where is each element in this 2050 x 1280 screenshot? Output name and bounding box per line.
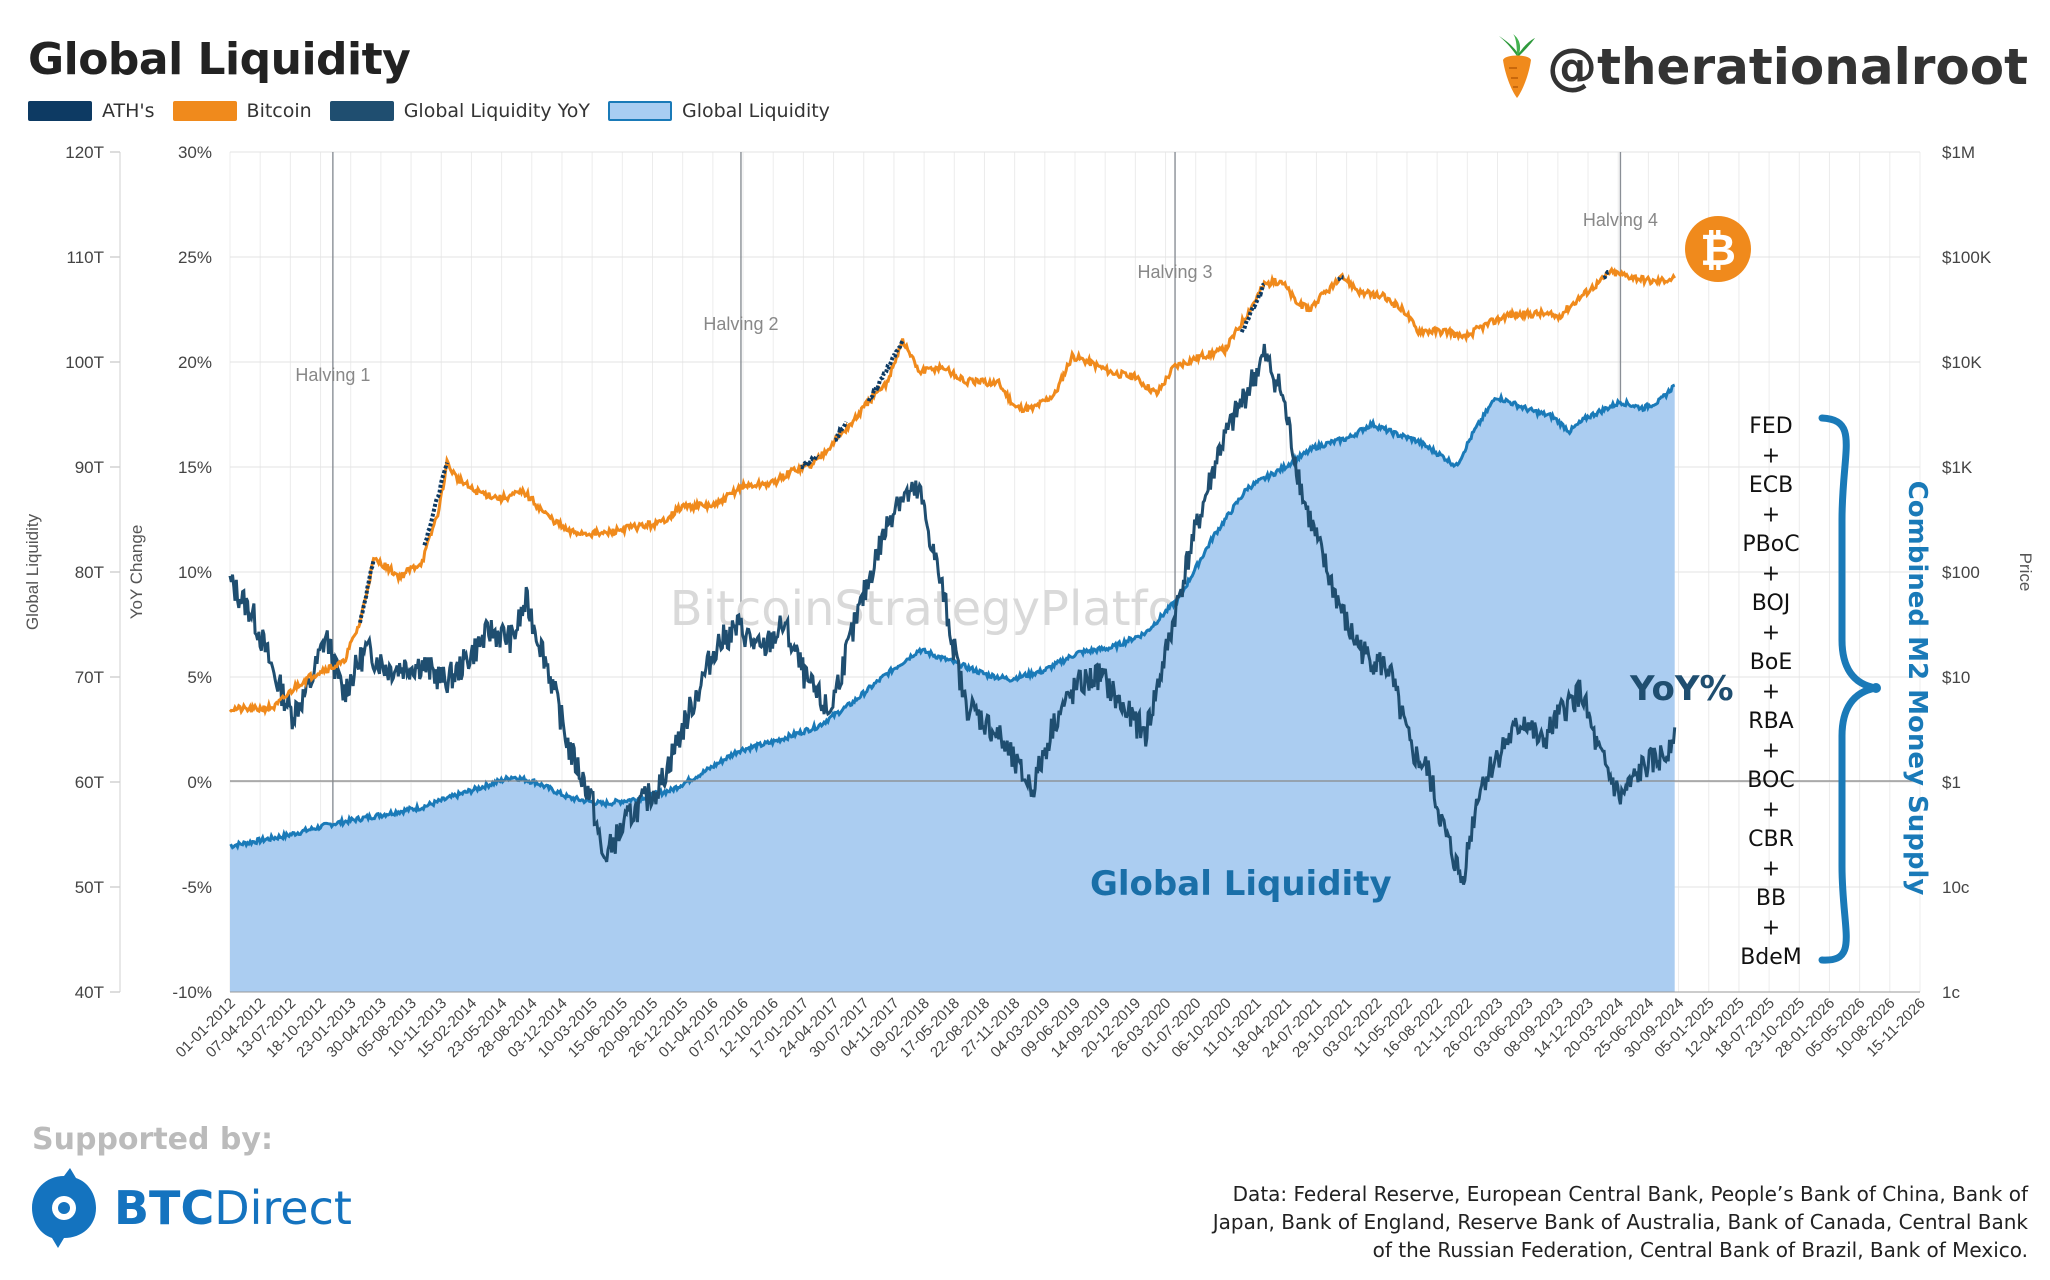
- price-tick-label: $10K: [1942, 353, 1982, 372]
- price-axis-title: Price: [2016, 553, 2035, 592]
- legend-swatch-liquidity: [607, 101, 672, 121]
- price-tick-label: 1c: [1942, 983, 1960, 1002]
- yoy-tick-label: 25%: [178, 248, 212, 267]
- liquidity-tick-label: 40T: [75, 983, 104, 1002]
- yoy-tick-label: -10%: [172, 983, 212, 1002]
- legend-label-yoy: Global Liquidity YoY: [403, 100, 590, 122]
- halving-label: Halving 1: [295, 365, 370, 385]
- carrot-icon: [1499, 34, 1536, 98]
- page-title: Global Liquidity: [28, 34, 411, 85]
- price-tick-label: $1: [1942, 773, 1961, 792]
- halving-label: Halving 4: [1583, 210, 1658, 230]
- price-tick-label: $1K: [1942, 458, 1973, 477]
- legend-label-bitcoin: Bitcoin: [246, 100, 312, 122]
- legend-item-yoy[interactable]: Global Liquidity YoY: [329, 100, 590, 122]
- halving-label: Halving 2: [703, 314, 778, 334]
- global-liquidity-area: [230, 385, 1675, 993]
- axes: 120T 110T 100T 90T 80T 70T 60T 50T 40T 30% 25% 20% 1…: [65, 143, 1992, 1061]
- central-bank-plus: +: [1762, 680, 1780, 705]
- brace-tip-icon: [1871, 683, 1881, 693]
- central-bank-name: BOJ: [1752, 591, 1791, 616]
- bitcoin-price-line: [228, 266, 1676, 717]
- central-bank-plus: +: [1762, 621, 1780, 646]
- central-bank-plus: +: [1762, 503, 1780, 528]
- author-brand: @therationalroot: [1495, 34, 2028, 100]
- btc-direct-logo[interactable]: BTCDirect: [30, 1168, 352, 1248]
- central-bank-name: PBoC: [1742, 532, 1799, 557]
- yoy-tick-label: 0%: [187, 773, 212, 792]
- yoy-tick-label: 5%: [187, 668, 212, 687]
- liquidity-axis-title: Global Liquidity: [23, 513, 42, 630]
- central-bank-plus: +: [1762, 444, 1780, 469]
- central-bank-name: BoE: [1750, 650, 1792, 675]
- liquidity-tick-label: 80T: [75, 563, 104, 582]
- chart-legend: ATH's Bitcoin Global Liquidity YoY Globa…: [28, 100, 830, 122]
- central-bank-name: ECB: [1749, 473, 1793, 498]
- yoy-line: [228, 343, 1677, 885]
- legend-swatch-bitcoin: [172, 101, 237, 121]
- central-bank-plus: +: [1762, 798, 1780, 823]
- yoy-tick-label: 10%: [178, 563, 212, 582]
- yoy-tick-label: 15%: [178, 458, 212, 477]
- yoy-tick-label: -5%: [182, 878, 212, 897]
- central-bank-plus: +: [1762, 916, 1780, 941]
- btc-direct-bold: BTC: [114, 1181, 215, 1235]
- legend-item-bitcoin[interactable]: Bitcoin: [172, 100, 312, 122]
- central-bank-plus: +: [1762, 857, 1780, 882]
- ath-segment: [1337, 274, 1344, 282]
- central-bank-plus: +: [1762, 739, 1780, 764]
- central-bank-name: RBA: [1748, 709, 1793, 734]
- btc-direct-rest: Direct: [214, 1181, 352, 1235]
- legend-item-ath[interactable]: ATH's: [28, 100, 155, 122]
- svg-text:₿: ₿: [1700, 225, 1736, 276]
- legend-label-liquidity: Global Liquidity: [681, 100, 830, 122]
- ath-segment: [1239, 282, 1266, 333]
- author-handle[interactable]: @therationalroot: [1547, 38, 2028, 96]
- price-tick-label: $100: [1942, 563, 1980, 582]
- price-tick-label: 10c: [1942, 878, 1970, 897]
- liquidity-tick-label: 110T: [67, 248, 105, 267]
- global-liquidity-annotation: Global Liquidity: [1090, 864, 1392, 904]
- liquidity-tick-label: 90T: [75, 458, 104, 477]
- central-bank-plus: +: [1762, 562, 1780, 587]
- ath-segment: [1602, 270, 1610, 280]
- price-tick-label: $10: [1942, 668, 1970, 687]
- liquidity-tick-label: 120T: [65, 143, 104, 162]
- yoy-axis-title: YoY Change: [127, 525, 146, 620]
- price-tick-label: $1M: [1942, 143, 1975, 162]
- ath-segment: [834, 420, 848, 442]
- bitcoin-logo-icon: ₿: [1685, 216, 1751, 282]
- supported-by-label: Supported by:: [32, 1122, 273, 1157]
- legend-swatch-yoy: [329, 101, 394, 121]
- halving-label: Halving 3: [1138, 262, 1213, 282]
- combined-m2-label: Combined M2 Money Supply: [1902, 481, 1932, 896]
- legend-swatch-ath: [28, 101, 92, 121]
- central-bank-name: FED: [1749, 414, 1793, 439]
- btc-direct-wordmark: BTCDirect: [114, 1181, 352, 1235]
- ath-segment: [358, 559, 376, 624]
- liquidity-tick-label: 60T: [75, 773, 104, 792]
- central-bank-name: BdeM: [1740, 945, 1802, 970]
- yoy-tick-label: 30%: [178, 143, 212, 162]
- yoy-tick-label: 20%: [178, 353, 212, 372]
- btc-direct-mark-icon: [32, 1168, 96, 1248]
- ath-segment: [866, 339, 905, 402]
- data-source-note: Data: Federal Reserve, European Central …: [1212, 1182, 2028, 1262]
- yoy-annotation: YoY%: [1629, 669, 1734, 709]
- liquidity-tick-label: 50T: [75, 878, 104, 897]
- ath-segment: [800, 452, 820, 470]
- central-bank-name: CBR: [1748, 827, 1794, 852]
- central-bank-name: BOC: [1747, 768, 1794, 793]
- liquidity-tick-label: 100T: [65, 353, 104, 372]
- price-tick-label: $100K: [1942, 248, 1992, 267]
- legend-item-liquidity[interactable]: Global Liquidity: [607, 100, 830, 122]
- central-bank-name: BB: [1756, 886, 1786, 911]
- ath-markers: [358, 270, 1610, 624]
- legend-label-ath: ATH's: [102, 100, 155, 122]
- central-banks-list: FED + ECB + PBoC + BOJ + BoE + RBA + BOC + CBR + BB + BdeM: [1740, 414, 1802, 970]
- global-liquidity-line: [229, 383, 1676, 851]
- liquidity-tick-label: 70T: [75, 668, 104, 687]
